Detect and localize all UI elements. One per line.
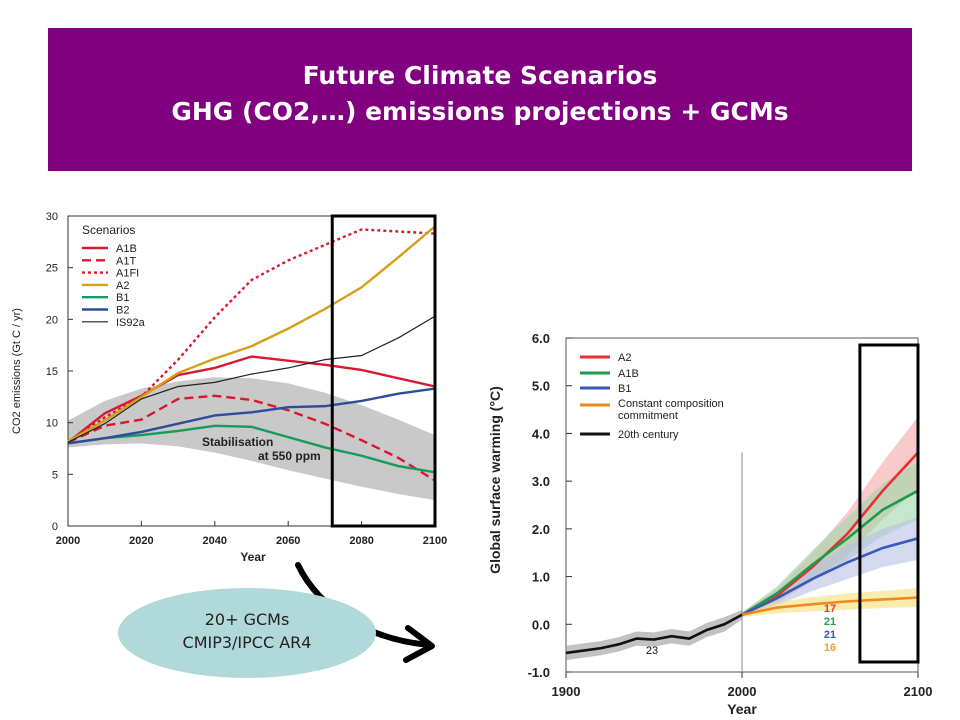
- legend-label-constant-line2: commitment: [618, 410, 678, 422]
- x-axis-label: Year: [240, 550, 266, 564]
- x-tick-label: 2020: [129, 535, 153, 547]
- legend-label-b1: B1: [116, 292, 129, 304]
- y-tick-label: 3.0: [532, 474, 550, 489]
- title-banner: Future Climate Scenarios GHG (CO2,…) emi…: [48, 28, 912, 171]
- x-tick-label: 2000: [56, 535, 80, 547]
- y-tick-label: 0.0: [532, 617, 550, 632]
- legend-label-a1b: A1B: [618, 368, 639, 380]
- x-tick-label: 2000: [728, 684, 757, 699]
- y-tick-label: 4.0: [532, 426, 550, 441]
- series-line-a1b: [67, 355, 436, 444]
- x-tick-label: 2080: [349, 535, 373, 547]
- model-count-label: 21: [824, 629, 836, 641]
- x-tick-label: 2100: [423, 535, 447, 547]
- legend-label-a1b: A1B: [116, 243, 137, 255]
- y-tick-label: 25: [46, 263, 58, 275]
- y-tick-label: 20: [46, 314, 58, 326]
- series-line-a2: [67, 225, 436, 443]
- legend-label-a1t: A1T: [116, 255, 136, 267]
- x-tick-label: 1900: [552, 684, 581, 699]
- y-tick-label: 5: [52, 469, 58, 481]
- legend-label-a1fi: A1FI: [116, 268, 139, 280]
- y-tick-label: 15: [46, 366, 58, 378]
- series-line-is92a: [67, 315, 436, 443]
- legend-title: Scenarios: [82, 223, 135, 237]
- historical-count-label: 23: [646, 645, 658, 657]
- legend-label-a2: A2: [618, 352, 631, 364]
- series-line-b2: [67, 387, 436, 445]
- slide-title-line1: Future Climate Scenarios: [302, 61, 658, 90]
- series-line-b1: [741, 537, 919, 616]
- x-axis-label: Year: [727, 701, 757, 717]
- x-tick-label: 2060: [276, 535, 300, 547]
- model-count-label: 17: [824, 603, 836, 615]
- legend-label-a2: A2: [116, 280, 129, 292]
- legend-label-is92a: IS92a: [116, 317, 146, 329]
- legend-label-20th-century: 20th century: [618, 429, 679, 441]
- gcm-callout: 20+ GCMs CMIP3/IPCC AR4: [118, 588, 376, 678]
- y-tick-label: -1.0: [528, 665, 550, 680]
- series-line-20th-century: [565, 613, 743, 655]
- legend-label-constant-line1: Constant composition: [618, 398, 724, 410]
- slide-title-line2: GHG (CO2,…) emissions projections + GCMs: [171, 97, 789, 126]
- y-axis-label: Global surface warming (°C): [487, 386, 503, 574]
- x-tick-label: 2040: [203, 535, 227, 547]
- y-tick-label: 0: [52, 521, 58, 533]
- series-line-a1b: [741, 489, 919, 616]
- model-count-label: 21: [824, 616, 836, 628]
- y-tick-label: 10: [46, 418, 58, 430]
- y-tick-label: 5.0: [532, 379, 550, 394]
- legend-label-b2: B2: [116, 305, 129, 317]
- model-count-label: 16: [824, 642, 836, 654]
- y-tick-label: 1.0: [532, 570, 550, 585]
- y-axis-label: CO2 emissions (Gt C / yr): [11, 308, 23, 434]
- y-tick-label: 2.0: [532, 522, 550, 537]
- legend-label-b1: B1: [618, 383, 631, 395]
- gcm-callout-line2: CMIP3/IPCC AR4: [182, 633, 312, 652]
- x-tick-label: 2100: [904, 684, 933, 699]
- band-annotation-line1: Stabilisation: [202, 435, 273, 449]
- series-line-constant-composition-commitment: [741, 596, 919, 617]
- gcm-callout-line1: 20+ GCMs: [204, 610, 290, 629]
- highlight-box: [858, 343, 920, 664]
- y-tick-label: 30: [46, 211, 58, 223]
- series-line-a1t: [67, 394, 436, 482]
- highlight-box: [330, 214, 437, 528]
- y-tick-label: 6.0: [532, 331, 550, 346]
- series-line-b1: [67, 424, 436, 474]
- band-annotation-line2: at 550 ppm: [258, 449, 321, 463]
